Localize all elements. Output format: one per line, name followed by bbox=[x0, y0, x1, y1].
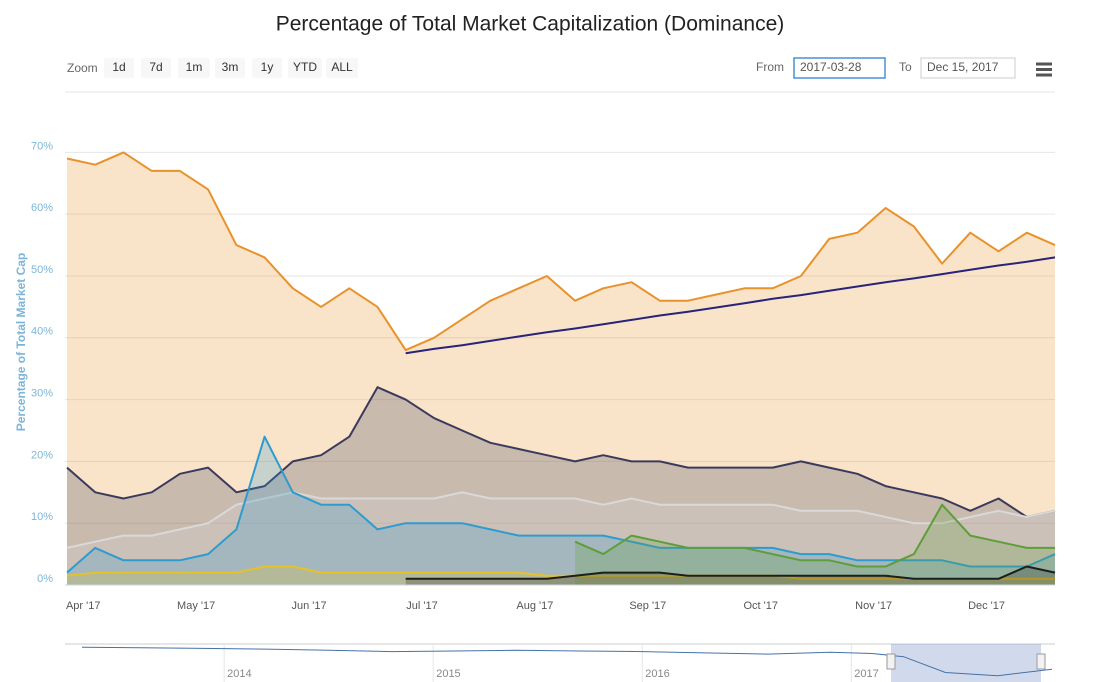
series-line bbox=[66, 151, 1056, 352]
zoom-button[interactable]: 1m bbox=[178, 58, 210, 78]
trend-line bbox=[405, 256, 1056, 355]
x-tick-label: Sep '17 bbox=[629, 600, 666, 612]
zoom-button[interactable]: 1y bbox=[252, 58, 282, 78]
zoom-button-label[interactable]: YTD bbox=[293, 60, 317, 74]
zoom-button-label[interactable]: 3m bbox=[222, 60, 239, 74]
chart-title: Percentage of Total Market Capitalizatio… bbox=[276, 13, 785, 36]
zoom-button-label[interactable]: 1m bbox=[186, 60, 203, 74]
zoom-button[interactable]: 7d bbox=[141, 58, 171, 78]
zoom-button-bg[interactable] bbox=[141, 58, 171, 78]
navigator-selection[interactable] bbox=[891, 644, 1041, 682]
series-line bbox=[66, 491, 1056, 549]
from-input[interactable] bbox=[793, 57, 886, 79]
from-value[interactable]: 2017-03-28 bbox=[800, 60, 862, 74]
y-tick-label: 10% bbox=[31, 511, 53, 523]
zoom-button[interactable]: 3m bbox=[215, 58, 245, 78]
series-line bbox=[66, 565, 1055, 580]
y-tick-label: 60% bbox=[31, 202, 53, 214]
zoom-button[interactable]: YTD bbox=[288, 58, 322, 78]
zoom-button-label[interactable]: ALL bbox=[331, 60, 353, 74]
y-axis-title: Percentage of Total Market Cap bbox=[14, 253, 28, 432]
series-area bbox=[67, 387, 1055, 585]
x-tick-label: Jun '17 bbox=[291, 600, 326, 612]
x-tick-label: May '17 bbox=[177, 600, 215, 612]
x-tick-label: Aug '17 bbox=[516, 600, 553, 612]
zoom-button[interactable]: ALL bbox=[326, 58, 358, 78]
to-value[interactable]: Dec 15, 2017 bbox=[927, 60, 999, 74]
zoom-button[interactable]: 1d bbox=[104, 58, 134, 78]
series-area bbox=[67, 436, 1055, 585]
y-tick-label: 30% bbox=[31, 387, 53, 399]
x-tick-label: Apr '17 bbox=[66, 600, 101, 612]
series-area bbox=[67, 492, 1055, 585]
zoom-button-bg[interactable] bbox=[178, 58, 210, 78]
y-tick-label: 0% bbox=[37, 573, 53, 585]
zoom-button-label[interactable]: 1d bbox=[112, 60, 125, 74]
zoom-button-bg[interactable] bbox=[215, 58, 245, 78]
series-line bbox=[66, 386, 1056, 518]
navigator-handle[interactable] bbox=[1036, 653, 1046, 670]
zoom-button-bg[interactable] bbox=[326, 58, 358, 78]
zoom-label: Zoom bbox=[67, 61, 98, 75]
x-tick-label: Nov '17 bbox=[855, 600, 892, 612]
navigator-tick-label: 2017 bbox=[854, 668, 878, 680]
y-tick-label: 40% bbox=[31, 326, 53, 338]
navigator-tick-label: 2016 bbox=[645, 668, 669, 680]
zoom-button-bg[interactable] bbox=[252, 58, 282, 78]
navigator-line bbox=[81, 646, 1053, 677]
navigator-handle[interactable] bbox=[886, 653, 896, 670]
from-label: From bbox=[756, 60, 784, 74]
navigator-tick-label: 2014 bbox=[227, 668, 251, 680]
series-line bbox=[66, 435, 1056, 574]
zoom-button-bg[interactable] bbox=[288, 58, 322, 78]
zoom-button-label[interactable]: 7d bbox=[149, 60, 162, 74]
y-tick-label: 70% bbox=[31, 140, 53, 152]
x-tick-label: Oct '17 bbox=[743, 600, 778, 612]
to-input[interactable] bbox=[920, 57, 1016, 79]
x-tick-label: Jul '17 bbox=[406, 600, 437, 612]
y-tick-label: 20% bbox=[31, 449, 53, 461]
zoom-button-label[interactable]: 1y bbox=[261, 60, 274, 74]
series-line bbox=[405, 565, 1056, 580]
menu-button[interactable] bbox=[1030, 58, 1058, 82]
series-line bbox=[574, 503, 1055, 568]
series-area bbox=[575, 504, 1055, 585]
series-area bbox=[67, 152, 1055, 585]
zoom-button-bg[interactable] bbox=[104, 58, 134, 78]
navigator-tick-label: 2015 bbox=[436, 668, 460, 680]
x-tick-label: Dec '17 bbox=[968, 600, 1005, 612]
y-tick-label: 50% bbox=[31, 264, 53, 276]
to-label: To bbox=[899, 60, 912, 74]
